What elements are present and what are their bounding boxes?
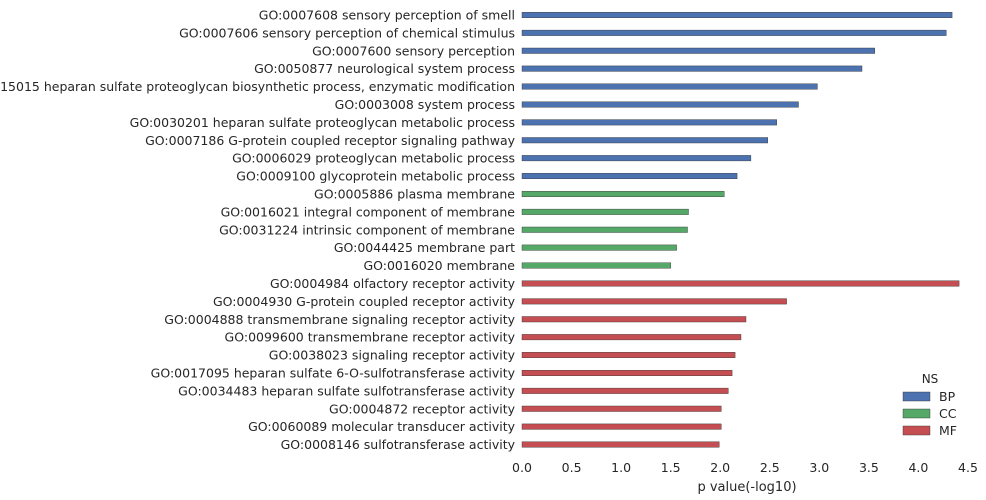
- legend-swatch: [902, 408, 931, 419]
- category-label: GO:0031224 intrinsic component of membra…: [219, 222, 515, 237]
- legend-label: MF: [939, 423, 957, 438]
- category-label: GO:0099600 transmembrane receptor activi…: [225, 330, 516, 345]
- x-tick-label: 3.5: [859, 460, 879, 475]
- bar: [521, 262, 671, 269]
- legend-swatch: [902, 391, 931, 402]
- x-tick-label: 0.0: [512, 460, 532, 475]
- bar: [521, 423, 722, 430]
- x-tick-label: 4.5: [958, 460, 978, 475]
- bar: [521, 298, 787, 305]
- category-label: GO:0060089 molecular transducer activity: [248, 419, 516, 434]
- x-tick-label: 1.0: [611, 460, 631, 475]
- category-label: GO:0044425 membrane part: [334, 240, 515, 255]
- bar: [521, 405, 722, 412]
- x-tick-label: 3.0: [809, 460, 829, 475]
- bar: [521, 101, 799, 108]
- legend-swatch: [902, 425, 931, 436]
- category-label: GO:0007186 G-protein coupled receptor si…: [145, 133, 516, 148]
- bar: [521, 155, 752, 162]
- bar: [521, 65, 863, 72]
- category-label: GO:0017095 heparan sulfate 6-O-sulfotran…: [151, 366, 516, 381]
- x-tick-label: 0.5: [562, 460, 582, 475]
- bar: [521, 226, 688, 233]
- category-label: GO:0008146 sulfotransferase activity: [281, 437, 516, 452]
- category-label: GO:0003008 system process: [335, 97, 515, 112]
- category-label: GO:0015015 heparan sulfate proteoglycan …: [0, 79, 515, 94]
- bar: [521, 352, 736, 358]
- x-tick-label: 2.0: [710, 460, 730, 475]
- category-label: GO:0030201 heparan sulfate proteoglycan …: [130, 115, 515, 130]
- category-label: GO:0004888 transmembrane signaling recep…: [164, 312, 515, 327]
- bar: [521, 12, 953, 19]
- bar: [521, 119, 777, 126]
- x-axis-title: p value(-log10): [697, 480, 796, 495]
- bar: [521, 173, 738, 180]
- category-label: GO:0009100 glycoprotein metabolic proces…: [236, 169, 515, 184]
- bar: [521, 137, 769, 144]
- bars-group: [521, 12, 960, 448]
- bar: [521, 441, 720, 448]
- category-label: GO:0007600 sensory perception: [312, 43, 515, 58]
- category-label: GO:0007608 sensory perception of smell: [259, 8, 515, 23]
- category-label: GO:0016020 membrane: [363, 258, 515, 273]
- x-tick-labels-group: 0.0 0.5 1.0 1.5 2.0 2.5 3.0 3.5 4.0 4.5: [512, 460, 978, 475]
- category-label: GO:0016021 integral component of membran…: [221, 204, 516, 219]
- legend: NS BP CC MF: [902, 372, 957, 438]
- category-labels-group: GO:0007608 sensory perception of smell GO…: [0, 8, 516, 453]
- category-label: GO:0005886 plasma membrane: [314, 187, 515, 202]
- bar: [521, 83, 818, 90]
- bar: [521, 280, 960, 287]
- bar: [521, 334, 742, 341]
- legend-label: CC: [939, 406, 957, 421]
- bar: [521, 191, 725, 198]
- category-label: GO:0007606 sensory perception of chemica…: [179, 25, 515, 40]
- bar: [521, 244, 677, 251]
- category-label: GO:0006029 proteoglycan metabolic proces…: [232, 151, 515, 166]
- legend-label: BP: [939, 389, 956, 404]
- category-label: GO:0050877 neurological system process: [254, 61, 515, 76]
- bar: [521, 387, 729, 394]
- bar: [521, 316, 747, 323]
- category-label: GO:0038023 signaling receptor activity: [269, 348, 516, 363]
- bar: [521, 47, 875, 54]
- category-label: GO:0034483 heparan sulfate sulfotransfer…: [178, 383, 515, 398]
- bar: [521, 208, 689, 215]
- legend-title: NS: [922, 372, 939, 386]
- x-tick-label: 2.5: [760, 460, 780, 475]
- category-label: GO:0004984 olfactory receptor activity: [270, 276, 516, 291]
- category-label: GO:0004930 G-protein coupled receptor ac…: [213, 294, 516, 309]
- bar: [521, 29, 947, 36]
- category-label: GO:0004872 receptor activity: [329, 401, 516, 416]
- x-tick-label: 4.0: [908, 460, 928, 475]
- x-tick-label: 1.5: [661, 460, 681, 475]
- bar: [521, 370, 733, 376]
